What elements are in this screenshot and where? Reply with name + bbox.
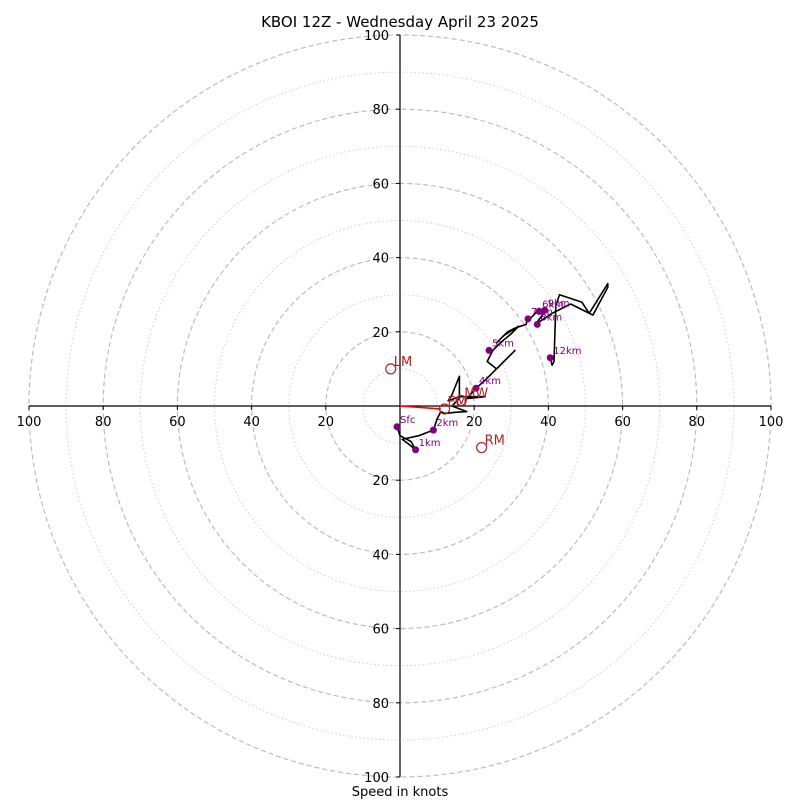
storm-motion-RM [476, 441, 488, 454]
x-axis-label: Speed in knots [352, 785, 449, 800]
x-tick-label: 80 [95, 415, 112, 430]
y-tick-label: 40 [372, 252, 389, 267]
x-tick-label: 60 [614, 415, 631, 430]
x-tick-label: 100 [17, 415, 42, 430]
height-marker-5km [485, 346, 493, 354]
y-tick-label: 100 [364, 771, 389, 786]
x-tick-label: 80 [689, 415, 706, 430]
height-marker-label: 5km [492, 338, 514, 349]
y-tick-label: 20 [372, 326, 389, 341]
height-marker-1km [412, 446, 420, 454]
height-marker-4km [472, 384, 480, 392]
y-tick-label: 60 [372, 177, 389, 192]
storm-motion-label: RM [485, 434, 505, 449]
storm-motion-label: LM [394, 355, 412, 370]
height-marker-label: 8km [540, 312, 562, 323]
x-tick-label: 100 [759, 415, 784, 430]
storm-motion-EM [438, 403, 451, 415]
height-marker-label: 6km [542, 299, 564, 310]
height-marker-8km [533, 320, 541, 328]
x-tick-label: 60 [169, 415, 186, 430]
y-tick-label: 80 [372, 697, 389, 712]
y-tick-label: 20 [372, 474, 389, 489]
height-marker-Sfc [393, 423, 401, 431]
y-tick-label: 40 [372, 548, 389, 563]
storm-motion-label: MW [464, 386, 488, 401]
x-tick-label: 40 [540, 415, 557, 430]
y-tick-label: 80 [372, 103, 389, 118]
height-marker-2km [429, 426, 437, 434]
x-tick-label: 40 [243, 415, 260, 430]
chart-title: KBOI 12Z - Wednesday April 23 2025 [261, 13, 539, 31]
y-tick-label: 100 [364, 29, 389, 44]
height-marker-label: 1km [419, 438, 441, 449]
hodograph-trace-group [396, 282, 609, 451]
height-marker-label: 9km [548, 298, 570, 309]
tick-labels: 100 80 60 40 20 20 40 60 80 100 100 80 60 40 20 20 40 60 8… [17, 29, 784, 786]
storm-motion-MW [455, 394, 467, 407]
height-marker-label: 2km [436, 418, 458, 429]
height-markers: Sfc1km2km4km5km6km7km8km9km12km [393, 298, 582, 454]
x-tick-label: 20 [318, 415, 335, 430]
height-marker-6km [535, 307, 543, 315]
height-marker-label: 4km [479, 376, 501, 387]
height-marker-12km [546, 354, 554, 362]
height-marker-label: 12km [553, 346, 581, 357]
mean-wind-vector [399, 405, 441, 410]
height-marker-7km [524, 315, 532, 323]
hodograph-line [396, 282, 609, 451]
height-marker-9km [541, 306, 549, 314]
y-tick-label: 60 [372, 623, 389, 638]
height-marker-label: Sfc [400, 415, 415, 426]
x-tick-label: 20 [466, 415, 483, 430]
storm-motion-LM [385, 363, 397, 375]
